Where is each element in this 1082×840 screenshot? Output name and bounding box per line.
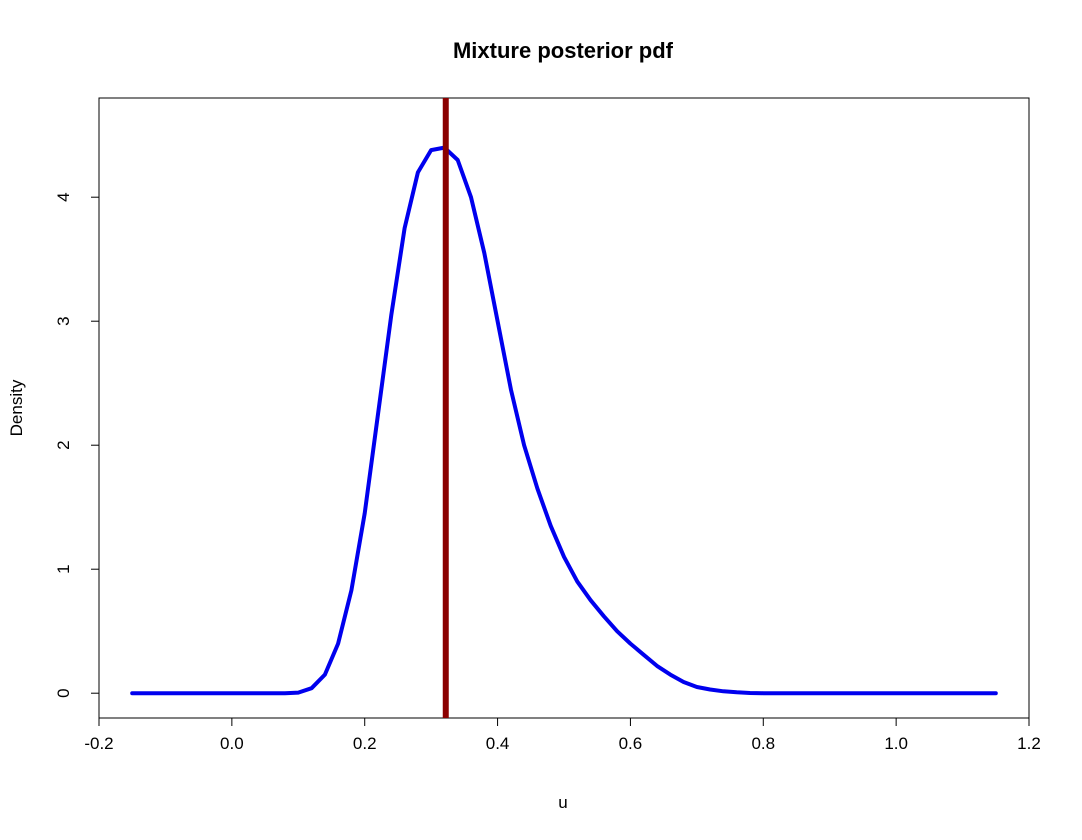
y-tick-label: 3 xyxy=(54,316,73,325)
x-tick-label: 0.2 xyxy=(353,734,377,753)
x-tick-label: 0.8 xyxy=(751,734,775,753)
plot-area xyxy=(130,98,998,718)
y-tick-label: 4 xyxy=(54,192,73,201)
x-tick-label: 0.6 xyxy=(619,734,643,753)
y-tick-label: 1 xyxy=(54,564,73,573)
plot-frame xyxy=(98,97,1030,719)
x-axis: -0.2 0.0 0.2 0.4 0.6 0.8 1.0 1.2 xyxy=(84,717,1041,753)
chart-title: Mixture posterior pdf xyxy=(453,38,674,63)
x-tick-label: 0.4 xyxy=(486,734,510,753)
y-axis-label: Density xyxy=(7,379,26,436)
density-curve xyxy=(130,145,998,696)
y-tick-label: 0 xyxy=(54,688,73,697)
x-tick-label: 1.2 xyxy=(1017,734,1041,753)
x-tick-label: 0.0 xyxy=(220,734,244,753)
x-tick-label: -0.2 xyxy=(84,734,113,753)
y-axis: 0 1 2 3 4 xyxy=(54,192,100,698)
x-tick-label: 1.0 xyxy=(884,734,908,753)
x-axis-label: u xyxy=(558,793,567,812)
y-tick-label: 2 xyxy=(54,440,73,449)
